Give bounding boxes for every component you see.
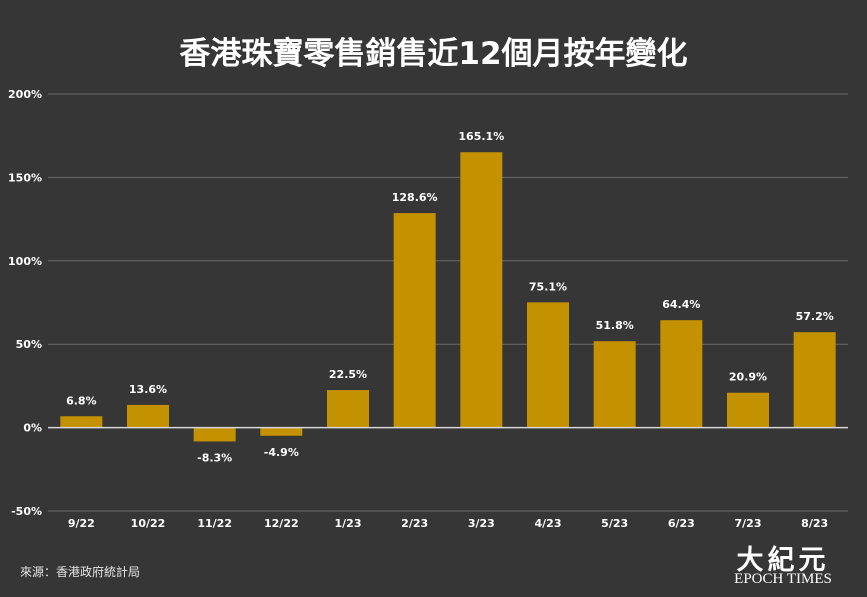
data-label: 75.1% (529, 280, 567, 293)
y-tick-label: 0% (23, 422, 42, 435)
logo-english: EPOCH TIMES (734, 571, 832, 587)
x-axis-ticks: 9/22 10/22 11/22 12/22 1/23 2/23 3/23 4/23 5/23 6… (68, 517, 828, 530)
logo-chinese: 大紀元 (736, 545, 830, 576)
bar (660, 320, 703, 428)
bar (460, 152, 503, 428)
x-tick-label: 11/22 (197, 517, 232, 530)
bar (793, 332, 836, 428)
bar (593, 341, 636, 428)
data-label: 6.8% (66, 394, 97, 407)
data-label: 64.4% (662, 298, 700, 311)
data-label: 128.6% (392, 191, 438, 204)
y-tick-label: 200% (8, 88, 42, 101)
bar (60, 416, 103, 428)
bar (193, 427, 236, 442)
x-tick-label: 9/22 (68, 517, 95, 530)
x-tick-label: 4/23 (535, 517, 562, 530)
data-label: 57.2% (796, 310, 834, 323)
epoch-times-logo: 大紀元 EPOCH TIMES (733, 538, 833, 592)
value-labels: 6.8% 13.6% -8.3% -4.9% 22.5% 128.6% 165.1% 75.1… (66, 130, 834, 464)
chart-title: 香港珠寶零售銷售近12個月按年變化 (179, 36, 688, 72)
bar (727, 392, 769, 428)
y-tick-label: -50% (11, 505, 42, 518)
x-tick-label: 2/23 (401, 517, 428, 530)
x-tick-label: 1/23 (335, 517, 362, 530)
y-tick-label: 150% (8, 171, 42, 184)
bar (127, 404, 169, 428)
gridlines (48, 93, 848, 512)
source-note: 來源：香港政府統計局 (20, 565, 141, 579)
y-axis-ticks: -50% 0% 50% 100% 150% 200% (8, 88, 42, 518)
data-label: 165.1% (458, 130, 504, 143)
data-label: 20.9% (729, 371, 767, 384)
data-label: 22.5% (329, 368, 367, 381)
x-tick-label: 7/23 (735, 517, 762, 530)
x-tick-label: 6/23 (668, 517, 695, 530)
x-tick-label: 8/23 (801, 517, 828, 530)
y-tick-label: 100% (8, 255, 42, 268)
data-label: 13.6% (129, 383, 167, 396)
bar (260, 427, 303, 436)
data-label: 51.8% (596, 319, 634, 332)
y-tick-label: 50% (16, 338, 42, 351)
bar (527, 302, 569, 428)
bar (393, 213, 436, 428)
x-tick-label: 5/23 (601, 517, 628, 530)
data-label: -8.3% (197, 451, 232, 464)
bar (327, 390, 369, 428)
data-label: -4.9% (264, 446, 299, 459)
x-tick-label: 10/22 (131, 517, 166, 530)
bars (60, 152, 836, 442)
x-tick-label: 12/22 (264, 517, 299, 530)
x-tick-label: 3/23 (468, 517, 495, 530)
